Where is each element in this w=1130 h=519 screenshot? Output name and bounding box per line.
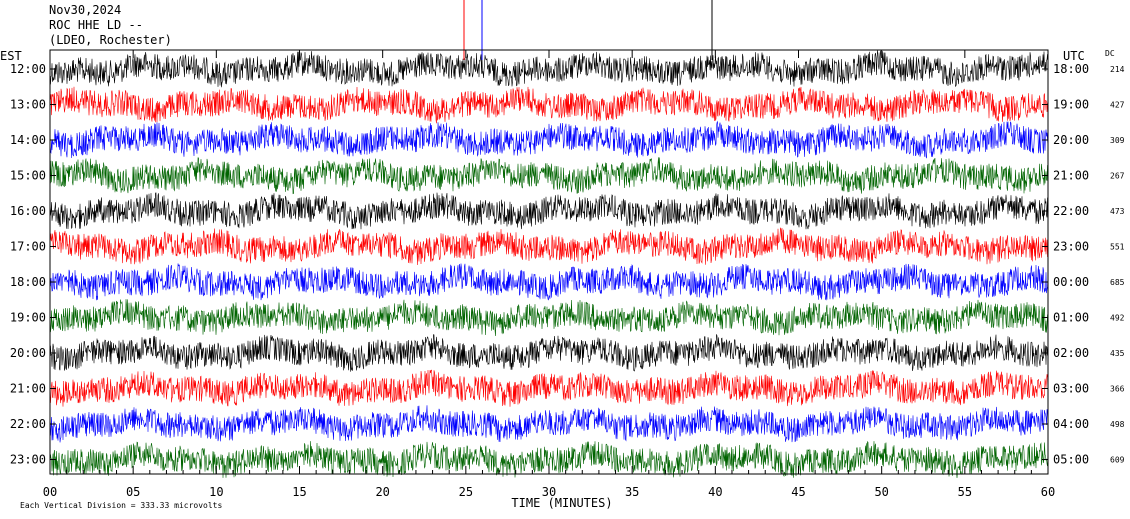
x-tick-label-4: 20 xyxy=(375,485,389,499)
trace-row-7 xyxy=(49,299,1049,337)
trace-row-0 xyxy=(49,50,1049,88)
utc-label-3: 21:00 xyxy=(1053,169,1089,183)
x-tick-label-5: 25 xyxy=(459,485,473,499)
trace-row-2 xyxy=(49,120,1049,159)
station-code: ROC HHE LD -- xyxy=(49,18,143,32)
x-tick-label-6: 30 xyxy=(542,485,556,499)
dc-label: DC xyxy=(1105,49,1115,58)
trace-row-9 xyxy=(49,369,1049,407)
plot-date: Nov30,2024 xyxy=(49,3,122,17)
est-label-6: 18:00 xyxy=(10,275,46,289)
est-label-10: 22:00 xyxy=(10,417,46,431)
x-tick-label-0: 00 xyxy=(43,485,57,499)
dc-value-8: 435 xyxy=(1110,349,1125,358)
tick-layer xyxy=(49,50,1049,474)
utc-label-6: 00:00 xyxy=(1053,275,1089,289)
dc-value-0: 214 xyxy=(1110,65,1125,74)
x-tick-label-2: 10 xyxy=(209,485,223,499)
x-tick-label-10: 50 xyxy=(874,485,888,499)
x-tick-label-12: 60 xyxy=(1041,485,1055,499)
trace-row-6 xyxy=(49,263,1049,301)
label-layer: 12:00 18:00 214 13:00 19:00 427 14:00 20:00 309 1… xyxy=(10,62,1125,499)
est-label-5: 17:00 xyxy=(10,240,46,254)
dc-value-10: 498 xyxy=(1110,420,1125,429)
trace-row-4 xyxy=(49,192,1049,230)
left-zone-label: EST xyxy=(0,49,22,63)
trace-row-5 xyxy=(49,227,1049,266)
utc-label-2: 20:00 xyxy=(1053,133,1089,147)
scale-note: Each Vertical Division = 333.33 microvol… xyxy=(20,501,222,510)
trace-row-3 xyxy=(49,157,1049,195)
est-label-11: 23:00 xyxy=(10,453,46,467)
network-name: (LDEO, Rochester) xyxy=(49,33,172,47)
utc-label-0: 18:00 xyxy=(1053,62,1089,76)
est-label-1: 13:00 xyxy=(10,98,46,112)
dc-value-11: 609 xyxy=(1110,456,1125,465)
dc-value-7: 492 xyxy=(1110,314,1125,323)
x-tick-label-3: 15 xyxy=(292,485,306,499)
x-tick-label-1: 05 xyxy=(126,485,140,499)
utc-label-11: 05:00 xyxy=(1053,453,1089,467)
utc-label-10: 04:00 xyxy=(1053,417,1089,431)
dc-value-6: 685 xyxy=(1110,278,1125,287)
x-tick-label-8: 40 xyxy=(708,485,722,499)
trace-row-1 xyxy=(49,86,1049,124)
utc-label-7: 01:00 xyxy=(1053,311,1089,325)
est-label-4: 16:00 xyxy=(10,204,46,218)
dc-value-1: 427 xyxy=(1110,101,1125,110)
est-label-0: 12:00 xyxy=(10,62,46,76)
right-zone-label: UTC xyxy=(1063,49,1085,63)
x-tick-label-7: 35 xyxy=(625,485,639,499)
x-axis-label: TIME (MINUTES) xyxy=(511,496,612,510)
dc-value-9: 366 xyxy=(1110,385,1125,394)
dc-value-4: 473 xyxy=(1110,207,1125,216)
dc-value-2: 309 xyxy=(1110,136,1125,145)
utc-label-1: 19:00 xyxy=(1053,98,1089,112)
utc-label-4: 22:00 xyxy=(1053,204,1089,218)
trace-layer xyxy=(49,0,1049,479)
trace-row-8 xyxy=(49,334,1049,372)
dc-value-3: 267 xyxy=(1110,172,1125,181)
est-label-3: 15:00 xyxy=(10,169,46,183)
utc-label-9: 03:00 xyxy=(1053,382,1089,396)
utc-label-5: 23:00 xyxy=(1053,240,1089,254)
est-label-7: 19:00 xyxy=(10,311,46,325)
dc-value-5: 551 xyxy=(1110,243,1125,252)
x-tick-label-11: 55 xyxy=(958,485,972,499)
est-label-8: 20:00 xyxy=(10,346,46,360)
utc-label-8: 02:00 xyxy=(1053,346,1089,360)
trace-row-10 xyxy=(49,405,1049,443)
x-tick-label-9: 45 xyxy=(791,485,805,499)
est-label-9: 21:00 xyxy=(10,382,46,396)
est-label-2: 14:00 xyxy=(10,133,46,147)
